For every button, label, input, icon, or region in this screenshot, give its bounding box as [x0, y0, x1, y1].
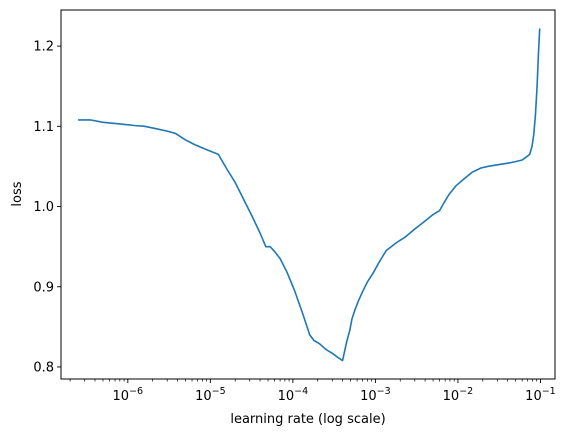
x-axis-ticks: 10−6 10−5 10−4 10−3 10−2 10−1 [69, 379, 556, 404]
y-axis-ticks: 0.8 0.9 1.0 1.1 1.2 [33, 40, 61, 375]
x-tick-label: 10−5 [195, 386, 226, 404]
x-tick-label: 10−6 [113, 386, 144, 404]
y-tick-label: 1.1 [33, 120, 54, 135]
x-tick-label: 10−4 [278, 386, 309, 404]
y-tick-label: 0.9 [33, 280, 54, 295]
loss-curve-line [78, 28, 541, 362]
plot-area [78, 28, 541, 362]
x-tick-label: 10−2 [443, 386, 474, 404]
y-tick-label: 1.2 [33, 40, 54, 55]
x-tick-label: 10−3 [360, 386, 391, 404]
y-tick-label: 0.8 [33, 360, 54, 375]
y-axis-label: loss [10, 181, 25, 206]
x-tick-label: 10−1 [525, 386, 556, 404]
y-tick-label: 1.0 [33, 200, 54, 215]
x-axis-label: learning rate (log scale) [230, 412, 385, 427]
axes-frame [60, 9, 556, 380]
